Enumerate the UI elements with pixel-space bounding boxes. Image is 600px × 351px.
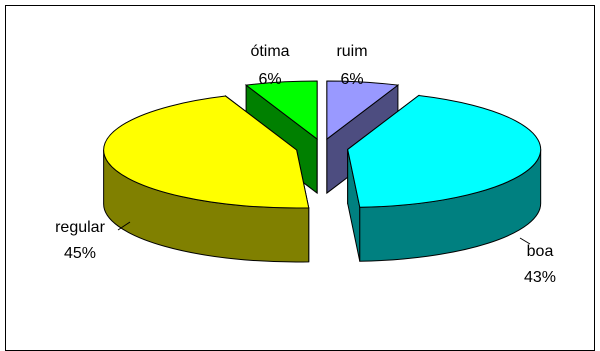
slice-label-otima: ótima <box>250 43 289 60</box>
slice-top-ruim <box>326 80 400 141</box>
leader-line-boa <box>519 237 531 245</box>
pie-slices <box>103 80 542 263</box>
pie-slice-regular <box>103 95 310 263</box>
slice-percent-regular: 45% <box>64 245 96 262</box>
slice-label-ruim: ruim <box>336 43 367 60</box>
pie-slice-boa <box>347 94 542 262</box>
slice-label-regular: regular <box>55 219 105 236</box>
slice-labels: ruim 6% ótima 6% regular 45% boa 43% <box>55 43 556 286</box>
slice-top-regular <box>103 95 310 209</box>
slice-top-otima <box>244 80 318 141</box>
slice-percent-ruim: 6% <box>340 71 363 88</box>
slice-percent-boa: 43% <box>524 269 556 286</box>
leader-line-regular <box>117 221 131 231</box>
leader-lines <box>117 221 531 245</box>
slice-label-boa: boa <box>527 243 554 260</box>
slice-percent-otima: 6% <box>258 71 281 88</box>
slice-top-boa <box>347 94 542 208</box>
